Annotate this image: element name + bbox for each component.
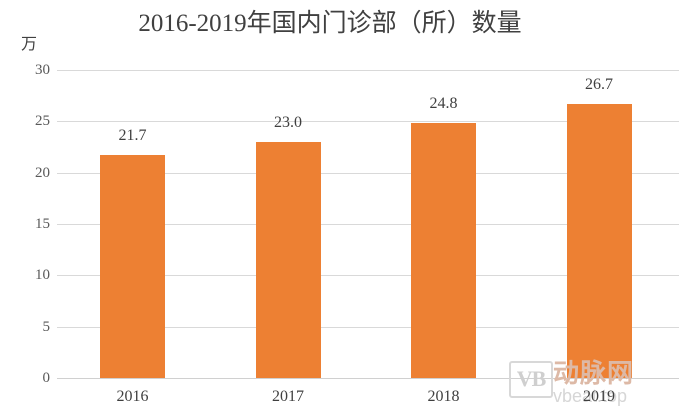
bar[interactable] bbox=[566, 103, 632, 378]
y-axis-tick-label: 25 bbox=[35, 113, 50, 130]
y-axis-tick-label: 15 bbox=[35, 216, 50, 232]
y-axis-tick-labels: 30 25 20 15 10 5 0 bbox=[0, 63, 51, 386]
bar-value-label: 26.7 bbox=[585, 75, 613, 93]
gridline bbox=[57, 326, 679, 328]
x-axis-tick-label: 2019 bbox=[583, 388, 615, 405]
bar-value-label: 24.8 bbox=[429, 95, 458, 113]
plot-area bbox=[57, 70, 679, 379]
bar[interactable] bbox=[411, 123, 476, 378]
y-axis-tick-label: 30 bbox=[35, 62, 50, 78]
bar-value-label: 21.7 bbox=[118, 127, 147, 145]
x-axis-tick-label: 2016 bbox=[116, 388, 149, 405]
gridline bbox=[57, 224, 679, 225]
x-axis-tick-label: 2017 bbox=[272, 388, 304, 405]
chart-title: 2016-2019年国内门诊部（所）数量 bbox=[138, 10, 522, 37]
bar[interactable] bbox=[100, 155, 165, 378]
gridline bbox=[57, 70, 679, 71]
y-axis-unit-label: 万 bbox=[21, 36, 38, 53]
gridline bbox=[57, 172, 679, 174]
bar-value-label: 23.0 bbox=[274, 113, 302, 131]
gridline bbox=[57, 378, 679, 379]
gridline bbox=[57, 121, 679, 123]
y-axis-tick-label: 5 bbox=[42, 318, 51, 335]
y-axis-tick-label: 10 bbox=[35, 267, 50, 284]
x-axis-tick-label: 2018 bbox=[427, 388, 460, 405]
bar[interactable] bbox=[255, 141, 321, 378]
y-axis-tick-label: 20 bbox=[35, 164, 50, 181]
y-axis-tick-label: 0 bbox=[42, 370, 51, 386]
gridline bbox=[57, 275, 679, 277]
